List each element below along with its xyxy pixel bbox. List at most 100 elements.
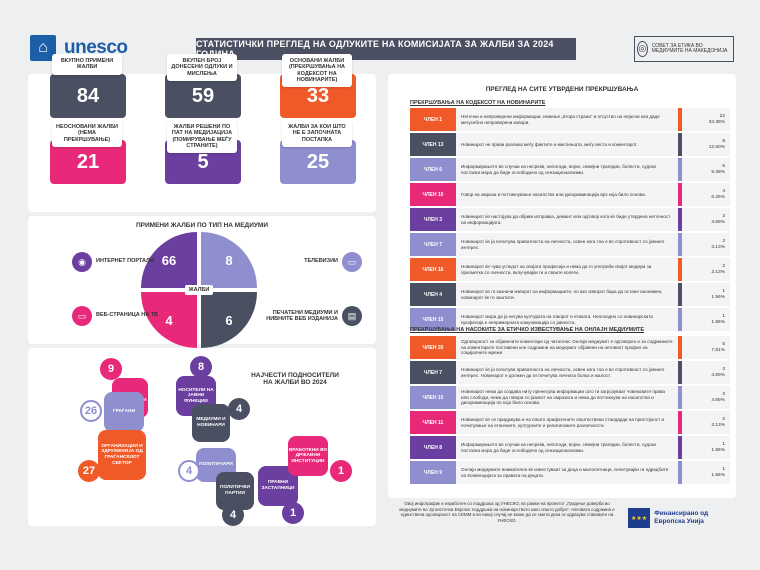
submitter-count: 1: [282, 502, 304, 524]
media-title: ПРИМЕНИ ЖАЛБИ ПО ТИП НА МЕДИУМИ: [136, 222, 268, 229]
violation-row: ЧЛЕН 6 Информирањето во случаи на несреќи…: [410, 158, 730, 181]
violation-count: 1: [722, 466, 725, 472]
violation-article: ЧЛЕН 8: [410, 436, 456, 459]
eu-logo: ★★★ Финансирано од Европска Унија: [628, 507, 738, 529]
violation-count-cell: 1 1.56%: [682, 283, 730, 306]
stat-label: ОСНОВАНИ ЖАЛБИ (ПРЕКРШУВАЊА НА КОДЕКСОТ …: [282, 54, 352, 88]
violation-count-cell: 4 6.25%: [682, 183, 730, 206]
submitter-segment: МЕДИУМИ И НОВИНАРИ: [192, 404, 230, 442]
violation-description: Новинарот ќе ја почитува приватноста на …: [456, 361, 678, 384]
violation-count: 8: [722, 138, 725, 144]
violation-row: ЧЛЕН 3 Новинарот ќе настојува да објави и…: [410, 208, 730, 231]
submitter-count: 4: [222, 504, 244, 526]
violation-count-cell: 2 3.13%: [682, 411, 730, 434]
violation-description: Новинарот ќе го казначи изворот на инфор…: [456, 283, 678, 306]
violation-count: 3: [722, 366, 725, 372]
violation-color-bar: [678, 461, 682, 484]
violation-article: ЧЛЕН 13: [410, 133, 456, 156]
violation-row: ЧЛЕН 20 Одговорност за објавените комента…: [410, 336, 730, 359]
media-quadrant: 8: [201, 232, 257, 288]
violation-count-cell: 1 1.56%: [682, 308, 730, 331]
violation-description: Неточни и непроверени информации, немење…: [456, 108, 678, 131]
violation-color-bar: [678, 108, 682, 131]
submitter-segment: ОРГАНИЗАЦИИ И ЗДРУЖЕНИЈА ОД ГРАЃАНСКИОТ …: [98, 430, 146, 480]
violation-color-bar: [678, 411, 682, 434]
violation-count: 2: [722, 416, 725, 422]
media-type-label: ТЕЛЕВИЗИИ: [304, 258, 338, 264]
violation-percent: 6.25%: [711, 194, 725, 200]
violation-percent: 4.69%: [711, 372, 725, 378]
submitter-segment: ВРАБОТЕНИ ВО ДРЖАВНИ ИНСТИТУЦИИ: [288, 436, 328, 476]
submitter-count: 8: [190, 356, 212, 378]
violation-description: Информирањето во случаи на несреќи, нело…: [456, 158, 678, 181]
violation-article: ЧЛЕН 6: [410, 158, 456, 181]
violation-count: 1: [722, 313, 725, 319]
violation-description: Онлајн медиумите внимателно ќе известува…: [456, 461, 678, 484]
violation-count-cell: 8 12.50%: [682, 133, 730, 156]
online-violations-title: ПРЕКРШУВАЊА НА НАСОКИТЕ ЗА ЕТИЧКО ИЗВЕСТ…: [410, 327, 645, 333]
stat-value: 59: [165, 74, 241, 118]
violation-row: ЧЛЕН 8 Информирањето во случаи на несреќи…: [410, 436, 730, 459]
violation-article: ЧЛЕН 3: [410, 208, 456, 231]
violation-article: ЧЛЕН 11: [410, 411, 456, 434]
violation-article: ЧЛЕН 9: [410, 461, 456, 484]
council-icon: ◎: [637, 41, 648, 57]
submitter-count: 4: [228, 398, 250, 420]
violation-article: ЧЛЕН 1: [410, 108, 456, 131]
code-violations-title: ПРЕКРШУВАЊА НА КОДЕКСОТ НА НОВИНАРИТЕ: [410, 100, 546, 106]
violation-row: ЧЛЕН 9 Онлајн медиумите внимателно ќе изв…: [410, 461, 730, 484]
violation-count-cell: 3 4.69%: [682, 208, 730, 231]
logo-text: unesco: [64, 37, 128, 58]
council-logo: ◎ СОВЕТ ЗА ЕТИКА ВО МЕДИУМИТЕ НА МАКЕДОН…: [634, 36, 734, 62]
media-type-icon: ▤: [342, 306, 362, 326]
violation-percent: 1.56%: [711, 472, 725, 478]
violation-count-cell: 2 3.13%: [682, 258, 730, 281]
violation-description: Новинарот мора да ја негува културата на…: [456, 308, 678, 331]
media-type-label: ВЕБ-СТРАНИЦА НА ТВ: [96, 312, 159, 318]
violation-color-bar: [678, 158, 682, 181]
violation-article: ЧЛЕН 10: [410, 386, 456, 409]
stat-label: ВКУПЕН БРОЈ ДОНЕСЕНИ ОДЛУКИ И МИСЛЕЊА: [167, 54, 237, 81]
violation-count: 3: [722, 213, 725, 219]
violation-percent: 3.13%: [711, 269, 725, 275]
submitter-count: 1: [330, 460, 352, 482]
violation-count: 6: [722, 163, 725, 169]
violation-percent: 3.13%: [711, 244, 725, 250]
violation-count: 5: [722, 341, 725, 347]
violation-percent: 1.56%: [711, 319, 725, 325]
stat-label: ЖАЛБИ ЗА КОИ ШТО НЕ Е ЗАПОЧНАТА ПОСТАПКА: [282, 120, 352, 147]
violation-percent: 3.13%: [711, 422, 725, 428]
page-title: СТАТИСТИЧКИ ПРЕГЛЕД НА ОДЛУКИТЕ НА КОМИС…: [196, 38, 576, 60]
violation-article: ЧЛЕН 7: [410, 361, 456, 384]
violation-count-cell: 1 1.56%: [682, 461, 730, 484]
submitter-count: 4: [178, 460, 200, 482]
violation-row: ЧЛЕН 10 Новинарот нема да создава ниту пр…: [410, 386, 730, 409]
violation-description: Новинарот не прави разлика меѓу фактите …: [456, 133, 678, 156]
submitter-count: 27: [78, 460, 100, 482]
violation-count: 1: [722, 288, 725, 294]
violation-count-cell: 6 9.38%: [682, 158, 730, 181]
violation-color-bar: [678, 336, 682, 359]
violation-article: ЧЛЕН 7: [410, 233, 456, 256]
eu-label: Финансирано од Европска Унија: [654, 510, 709, 525]
violation-row: ЧЛЕН 1 Неточни и непроверени информации, …: [410, 108, 730, 131]
violation-color-bar: [678, 258, 682, 281]
violation-article: ЧЛЕН 15: [410, 308, 456, 331]
violation-percent: 1.56%: [711, 447, 725, 453]
stat-value: 25: [280, 140, 356, 184]
media-type-icon: ▭: [72, 306, 92, 326]
violation-count-cell: 1 1.56%: [682, 436, 730, 459]
violation-description: Информирањето во случаи на несреќи, нело…: [456, 436, 678, 459]
submitter-segment: ГРАЃАНИ: [104, 392, 144, 432]
violations-title: ПРЕГЛЕД НА СИТЕ УТВРДЕНИ ПРЕКРШУВАЊА: [485, 86, 639, 93]
submitter-count: 9: [100, 358, 122, 380]
violation-percent: 4.69%: [711, 219, 725, 225]
violation-color-bar: [678, 233, 682, 256]
violation-article: ЧЛЕН 10: [410, 183, 456, 206]
media-type-icon: ▭: [342, 252, 362, 272]
violation-count: 2: [722, 238, 725, 244]
stat-label: НЕОСНОВАНИ ЖАЛБИ (НЕМА ПРЕКРШУВАЊЕ): [52, 120, 122, 147]
violation-color-bar: [678, 183, 682, 206]
violation-description: Новинарот ќе се придржува и на општо при…: [456, 411, 678, 434]
violation-row: ЧЛЕН 15 Новинарот мора да ја негува култу…: [410, 308, 730, 331]
